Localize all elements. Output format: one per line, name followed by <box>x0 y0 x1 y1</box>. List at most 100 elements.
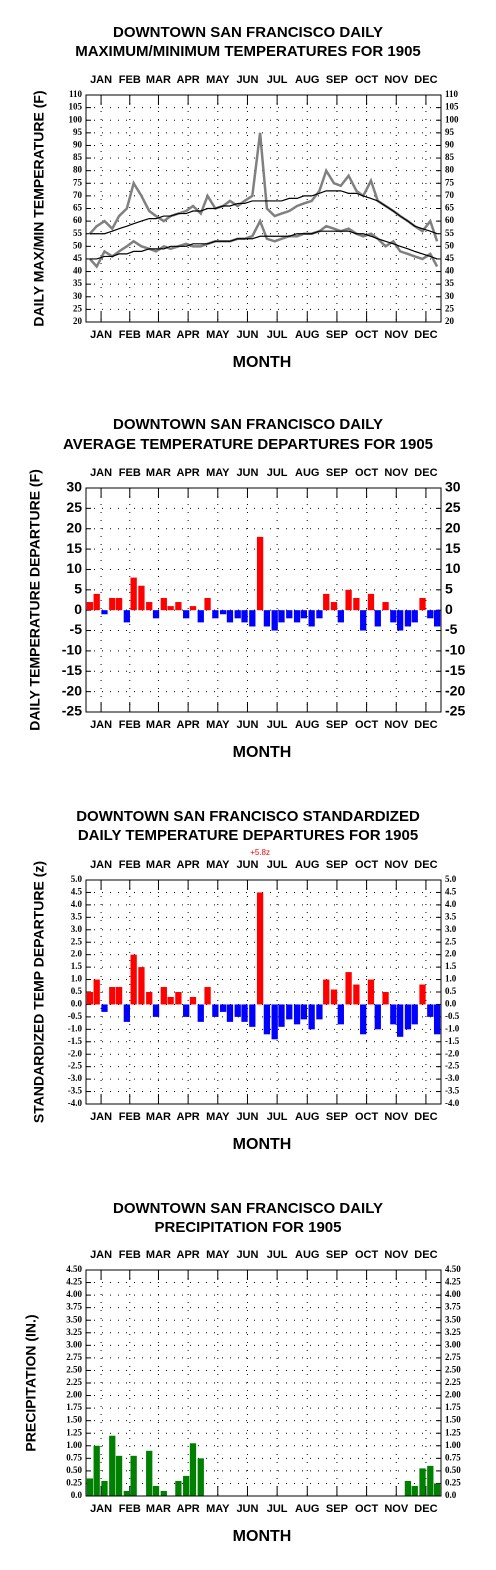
bar <box>212 610 219 619</box>
y-tick-label: 80 <box>445 165 455 175</box>
y-tick-label: 45 <box>73 253 83 263</box>
y-tick-label: 2.50 <box>445 1365 461 1375</box>
bar <box>374 610 381 627</box>
bar <box>167 996 174 1005</box>
y-tick-label: 60 <box>445 215 455 225</box>
y-tick-label: 25 <box>73 303 83 313</box>
y-tick-label: 1.25 <box>445 1427 461 1437</box>
y-tick-label: -1.0 <box>445 1023 460 1033</box>
y-tick-label: 4.5 <box>445 887 457 897</box>
y-tick-label: -3.5 <box>68 1086 83 1096</box>
y-axis-label: PRECIPITATION (IN.) <box>23 1314 39 1451</box>
plot-frame <box>85 1269 442 1497</box>
bar <box>353 984 360 1005</box>
bar <box>115 597 123 611</box>
x-tick-label: MAY <box>206 1111 230 1123</box>
x-tick-label: MAR <box>146 1249 171 1261</box>
x-tick-label: FEB <box>119 329 141 341</box>
y-tick-label: -3.0 <box>445 1073 460 1083</box>
x-tick-label: JUN <box>236 1503 258 1515</box>
bar <box>115 1455 123 1496</box>
y-tick-label: 110 <box>69 89 83 99</box>
y-tick-label: 95 <box>445 127 455 137</box>
bar <box>278 1004 285 1027</box>
y-tick-label: 25 <box>66 499 82 515</box>
bar <box>433 610 441 627</box>
bar <box>146 992 153 1005</box>
bar <box>404 1004 412 1030</box>
y-tick-label: 75 <box>445 177 455 187</box>
y-tick-label: 45 <box>445 253 455 263</box>
bar <box>330 602 338 611</box>
x-axis-label: MONTH <box>233 1136 292 1153</box>
bar <box>219 610 227 615</box>
y-tick-label: -0.5 <box>68 1011 83 1021</box>
bar <box>152 1485 160 1496</box>
y-tick-label: 1.5 <box>445 961 457 971</box>
chart-title: DOWNTOWN SAN FRANCISCO DAILY <box>113 1200 383 1217</box>
y-tick-label: 3.00 <box>445 1339 461 1349</box>
y-tick-label: 5.0 <box>445 874 457 884</box>
x-tick-label: OCT <box>355 719 379 731</box>
x-tick-label: JAN <box>90 859 112 871</box>
y-tick-label: 0.75 <box>66 1452 82 1462</box>
bar <box>293 610 301 623</box>
y-tick-label: 0.75 <box>445 1452 461 1462</box>
bar <box>130 954 137 1005</box>
x-tick-label: AUG <box>295 1111 319 1123</box>
x-tick-label: FEB <box>119 859 141 871</box>
x-tick-label: APR <box>177 719 200 731</box>
x-tick-label: MAY <box>206 1503 230 1515</box>
x-tick-label: MAR <box>146 74 171 86</box>
bar <box>390 1004 397 1025</box>
y-tick-label: 0 <box>445 601 453 617</box>
bar <box>152 1004 160 1017</box>
annotation: +5.8z <box>250 848 270 857</box>
y-tick-label: 2.25 <box>66 1377 82 1387</box>
y-tick-label: 55 <box>73 228 83 238</box>
bar <box>360 1004 367 1035</box>
bar <box>109 987 116 1005</box>
plot-frame <box>85 487 442 713</box>
bar <box>390 610 397 623</box>
x-tick-label: AUG <box>295 467 319 479</box>
y-tick-label: 20 <box>66 519 82 535</box>
bar <box>183 1004 190 1017</box>
y-tick-label: 4.25 <box>445 1277 461 1287</box>
x-tick-label: DEC <box>414 1503 437 1515</box>
x-tick-label: JUN <box>236 467 258 479</box>
y-tick-label: 85 <box>73 152 83 162</box>
x-tick-label: SEP <box>326 329 348 341</box>
bar <box>404 610 412 627</box>
x-tick-label: APR <box>177 329 200 341</box>
x-tick-label: JUN <box>236 74 258 86</box>
bar <box>323 593 330 611</box>
bar <box>316 1004 323 1020</box>
bar <box>101 610 108 615</box>
bar <box>286 610 293 619</box>
y-tick-label: 4.50 <box>445 1264 461 1274</box>
x-tick-label: JUL <box>267 329 288 341</box>
bar <box>316 610 323 619</box>
y-tick-label: 3.75 <box>66 1302 82 1312</box>
x-tick-label: SEP <box>326 1111 348 1123</box>
x-tick-label: MAR <box>146 859 171 871</box>
x-tick-label: MAY <box>206 1249 230 1261</box>
y-tick-label: 20 <box>445 316 455 326</box>
y-tick-label: 1.0 <box>445 974 457 984</box>
bar <box>130 577 137 611</box>
bar <box>138 585 145 611</box>
x-axis-label: MONTH <box>233 744 292 761</box>
y-tick-label: 5 <box>74 581 82 597</box>
x-tick-label: OCT <box>355 1111 379 1123</box>
bar <box>167 606 174 611</box>
y-tick-label: -4.0 <box>68 1098 83 1108</box>
y-tick-label: -0.5 <box>445 1011 460 1021</box>
x-tick-label: FEB <box>119 467 141 479</box>
x-tick-label: AUG <box>295 719 319 731</box>
bar <box>419 984 426 1005</box>
bar <box>241 610 248 623</box>
series-line <box>89 190 438 235</box>
bar <box>146 602 153 611</box>
y-tick-label: 0 <box>74 601 82 617</box>
